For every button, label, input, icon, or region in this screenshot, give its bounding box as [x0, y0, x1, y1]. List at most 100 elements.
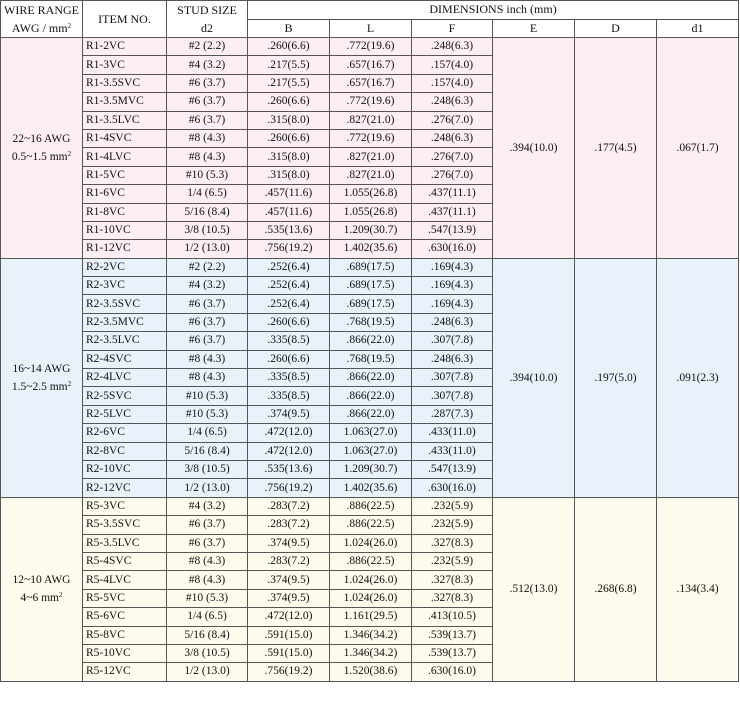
stud-size-cell: #8 (4.3) [166, 147, 248, 167]
dim-l-cell: .827(21.0) [329, 110, 412, 130]
item-no-cell: R2-3.5SVC [82, 294, 167, 314]
dim-l-cell: .768(19.5) [329, 312, 412, 333]
dim-b-cell: .252(6.4) [247, 257, 330, 278]
dim-f-cell: .327(8.3) [411, 533, 493, 553]
dim-b-cell: .472(12.0) [247, 441, 330, 461]
dim-f-cell: .630(16.0) [411, 478, 493, 498]
dim-f-cell: .248(6.3) [411, 92, 493, 112]
dim-l-cell: 1.055(26.8) [329, 202, 412, 222]
dim-l-cell: 1.209(30.7) [329, 220, 412, 241]
dim-b-cell: .217(5.5) [247, 73, 330, 94]
item-no-cell: R2-8VC [82, 441, 167, 461]
dim-b-cell: .756(19.2) [247, 662, 330, 682]
dim-l-cell: 1.055(26.8) [329, 184, 412, 204]
dim-l-cell: 1.024(26.0) [329, 588, 412, 609]
dim-f-cell: .169(4.3) [411, 294, 493, 314]
stud-size-cell: #6 (3.7) [166, 331, 248, 351]
dim-b-cell: .591(15.0) [247, 643, 330, 664]
stud-size-cell: #6 (3.7) [166, 312, 248, 333]
stud-size-cell: #8 (4.3) [166, 570, 248, 590]
dim-l-cell: 1.063(27.0) [329, 423, 412, 443]
item-no-cell: R5-12VC [82, 662, 167, 682]
dim-b-cell: .472(12.0) [247, 423, 330, 443]
wire-range-header: WIRE RANGE AWG / mm2 [0, 0, 83, 38]
dim-e-cell: .394(10.0) [492, 37, 575, 259]
dim-b-cell: .756(19.2) [247, 478, 330, 498]
item-no-header: ITEM NO. [82, 0, 167, 38]
stud-size-cell: 1/2 (13.0) [166, 239, 248, 259]
stud-size-cell: #6 (3.7) [166, 110, 248, 130]
wire-range-mm-sup: 2 [59, 591, 63, 600]
item-no-cell: R1-10VC [82, 220, 167, 241]
dim-b-cell: .283(7.2) [247, 551, 330, 572]
dim-l-cell: .886(22.5) [329, 515, 412, 535]
dim-f-cell: .157(4.0) [411, 55, 493, 75]
item-no-cell: R2-10VC [82, 459, 167, 480]
dim-l-cell: 1.161(29.5) [329, 607, 412, 627]
stud-size-cell: #10 (5.3) [166, 386, 248, 406]
dim-f-cell: .539(13.7) [411, 625, 493, 645]
dim-f-cell: .547(13.9) [411, 220, 493, 241]
wire-range-mm: 1.5~2.5 mm [11, 380, 68, 393]
dim-f-cell: .169(4.3) [411, 257, 493, 278]
dim-b-cell: .374(9.5) [247, 404, 330, 425]
table-row: 22~16 AWG 0.5~1.5 mm2 R1-2VC #2 (2.2) .260(6… [0, 36, 740, 259]
item-no-cell: R5-3VC [82, 496, 167, 517]
dim-l-cell: .772(19.6) [329, 92, 412, 112]
dim-b-cell: .535(13.6) [247, 220, 330, 241]
dim-l-cell: 1.024(26.0) [329, 533, 412, 553]
dim-l-cell: .827(21.0) [329, 147, 412, 167]
stud-size-cell: #10 (5.3) [166, 588, 248, 609]
dim-f-cell: .276(7.0) [411, 110, 493, 130]
item-no-cell: R2-3.5MVC [82, 312, 167, 333]
stud-size-cell: #6 (3.7) [166, 533, 248, 553]
dimensions-header: DIMENSIONS inch (mm) [246, 0, 740, 20]
dim-b-cell: .283(7.2) [247, 496, 330, 517]
item-no-cell: R2-12VC [82, 478, 167, 498]
item-no-cell: R1-5VC [82, 165, 167, 186]
wire-range-cell: 12~10 AWG 4~6 mm2 [0, 496, 83, 682]
stud-size-label: STUD SIZE [177, 3, 237, 17]
stud-size-header: STUD SIZE d2 [166, 0, 248, 38]
stud-size-cell: #4 (3.2) [166, 276, 248, 296]
item-no-cell: R1-3.5SVC [82, 73, 167, 94]
stud-size-cell: 3/8 (10.5) [166, 459, 248, 480]
col-header-d1: d1 [655, 18, 740, 38]
dim-b-cell: .260(6.6) [247, 312, 330, 333]
stud-size-cell: #8 (4.3) [166, 128, 248, 149]
dim-b-cell: .457(11.6) [247, 202, 330, 222]
stud-size-cell: 5/16 (8.4) [166, 441, 248, 461]
wire-range-mm: 4~6 mm [20, 592, 60, 605]
dim-l-cell: .886(22.5) [329, 551, 412, 572]
spec-table: WIRE RANGE AWG / mm2 ITEM NO. STUD SIZE … [0, 0, 740, 682]
stud-size-cell: #6 (3.7) [166, 73, 248, 94]
dim-f-cell: .248(6.3) [411, 36, 493, 57]
dim-l-cell: .866(22.0) [329, 404, 412, 425]
col-header-b: B [247, 18, 330, 38]
dim-f-cell: .630(16.0) [411, 662, 493, 682]
dim-d-cell: .268(6.8) [574, 496, 657, 682]
wire-range-cell: 22~16 AWG 0.5~1.5 mm2 [0, 37, 83, 259]
dim-f-cell: .307(7.8) [411, 331, 493, 351]
item-no-cell: R1-3VC [82, 55, 167, 75]
dim-b-cell: .374(9.5) [247, 588, 330, 609]
dim-f-cell: .232(5.9) [411, 496, 493, 517]
wire-range-mm-sup: 2 [67, 149, 72, 158]
stud-size-cell: 1/4 (6.5) [166, 607, 248, 627]
dim-b-cell: .591(15.0) [247, 625, 330, 645]
dim-f-cell: .433(11.0) [411, 423, 493, 443]
item-no-cell: R1-2VC [82, 36, 167, 57]
item-no-cell: R2-6VC [82, 423, 167, 443]
wire-range-awg: 22~16 AWG [12, 132, 71, 145]
wire-range-label: WIRE RANGE [4, 3, 79, 17]
stud-size-cell: #4 (3.2) [166, 496, 248, 517]
item-no-cell: R2-3VC [82, 276, 167, 296]
stud-size-cell: 1/4 (6.5) [166, 423, 248, 443]
dim-f-cell: .276(7.0) [411, 165, 493, 186]
dim-b-cell: .457(11.6) [247, 184, 330, 204]
stud-size-cell: #2 (2.2) [166, 257, 248, 278]
dim-d1-cell: .134(3.4) [655, 496, 740, 682]
dim-l-cell: 1.346(34.2) [329, 643, 412, 664]
item-no-cell: R2-2VC [82, 257, 167, 278]
item-no-cell: R5-4LVC [82, 570, 167, 590]
